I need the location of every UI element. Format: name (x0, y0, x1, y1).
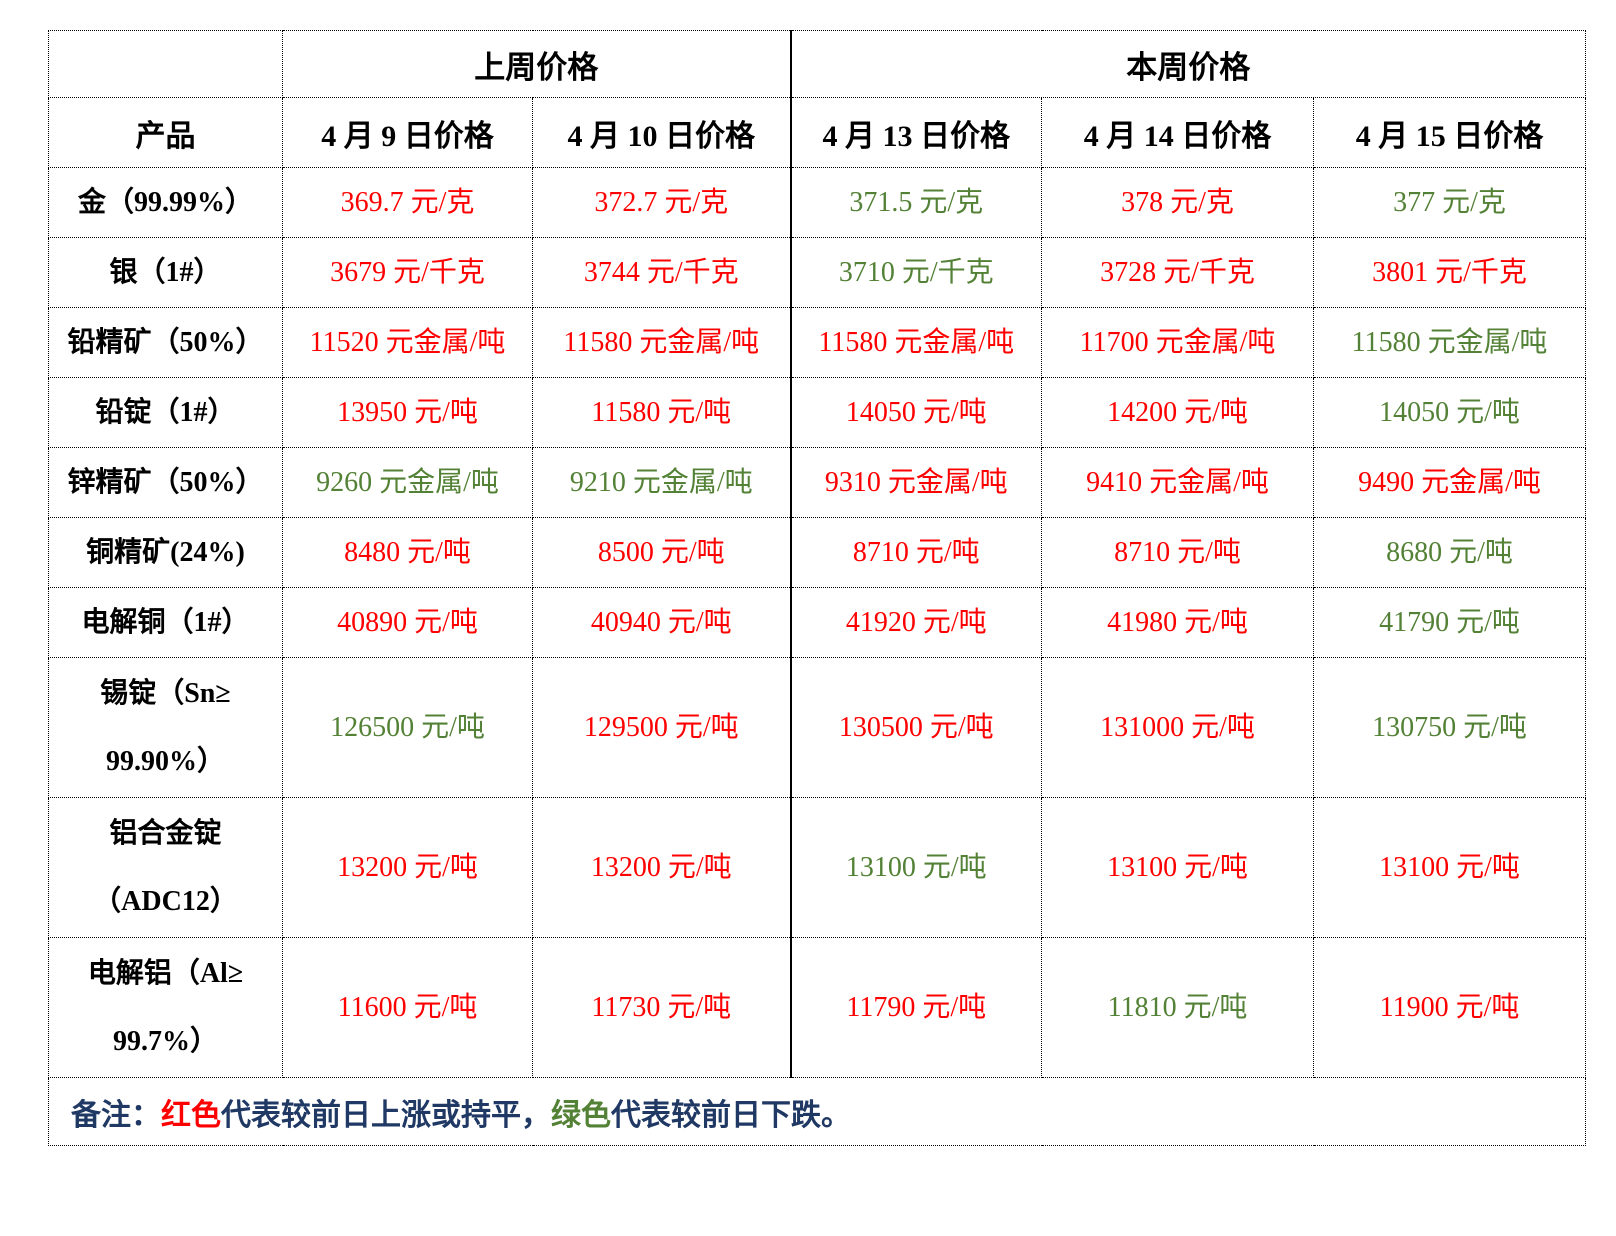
week-group-header-row: 上周价格 本周价格 (48, 30, 1587, 98)
legend-red-label: 红色 (161, 1098, 221, 1132)
table-row-copper-concentrate: 铜精矿(24%) 8480 元/吨 8500 元/吨 8710 元/吨 8710… (48, 517, 1587, 588)
price-cell: 11600 元/吨 (282, 937, 533, 1078)
price-cell: 13200 元/吨 (532, 797, 791, 938)
product-name: 铜精矿(24%) (48, 517, 283, 588)
price-cell: 131000 元/吨 (1041, 657, 1314, 798)
price-cell: 13100 元/吨 (789, 797, 1042, 938)
column-header-product: 产品 (48, 97, 283, 168)
legend-row: 备注：红色代表较前日上涨或持平，绿色代表较前日下跌。 (47, 1077, 1587, 1146)
table-row-lead-ingot: 铅锭（1#） 13950 元/吨 11580 元/吨 14050 元/吨 142… (48, 377, 1587, 448)
date-header-row: 产品 4 月 9 日价格 4 月 10 日价格 4 月 13 日价格 4 月 1… (48, 97, 1587, 168)
price-cell: 11900 元/吨 (1312, 937, 1587, 1078)
price-cell: 130500 元/吨 (789, 657, 1042, 798)
product-name: 金（99.99%） (48, 167, 283, 238)
product-name: 银（1#） (48, 237, 283, 308)
column-header-apr15: 4 月 15 日价格 (1312, 97, 1587, 168)
price-cell: 13200 元/吨 (282, 797, 533, 938)
price-cell: 3728 元/千克 (1041, 237, 1314, 308)
table-row-electrolytic-copper: 电解铜（1#） 40890 元/吨 40940 元/吨 41920 元/吨 41… (48, 587, 1587, 658)
product-name: 电解铝（Al≥ 99.7%） (48, 937, 283, 1078)
price-cell: 372.7 元/克 (532, 167, 791, 238)
price-cell: 11810 元/吨 (1041, 937, 1314, 1078)
price-cell: 126500 元/吨 (282, 657, 533, 798)
price-cell: 9490 元金属/吨 (1312, 447, 1587, 518)
price-cell: 130750 元/吨 (1312, 657, 1587, 798)
product-name: 电解铜（1#） (48, 587, 283, 658)
table-row-gold: 金（99.99%） 369.7 元/克 372.7 元/克 371.5 元/克 … (48, 167, 1587, 238)
price-cell: 129500 元/吨 (532, 657, 791, 798)
table-row-silver: 银（1#） 3679 元/千克 3744 元/千克 3710 元/千克 3728… (48, 237, 1587, 308)
legend-note: 备注：红色代表较前日上涨或持平，绿色代表较前日下跌。 (47, 1077, 1587, 1146)
price-cell: 11580 元金属/吨 (1312, 307, 1587, 378)
price-cell: 8500 元/吨 (532, 517, 791, 588)
price-cell: 9210 元金属/吨 (532, 447, 791, 518)
column-header-apr10: 4 月 10 日价格 (532, 97, 791, 168)
price-cell: 14200 元/吨 (1041, 377, 1314, 448)
price-cell: 8480 元/吨 (282, 517, 533, 588)
price-cell: 40890 元/吨 (282, 587, 533, 658)
legend-green-label: 绿色 (551, 1098, 611, 1132)
price-cell: 11580 元金属/吨 (789, 307, 1042, 378)
table-row-electrolytic-aluminum: 电解铝（Al≥ 99.7%） 11600 元/吨 11730 元/吨 11790… (48, 937, 1587, 1078)
price-cell: 9260 元金属/吨 (282, 447, 533, 518)
product-name: 锡锭（Sn≥ 99.90%） (48, 657, 283, 798)
legend-green-desc: 代表较前日下跌。 (611, 1098, 851, 1132)
price-cell: 9410 元金属/吨 (1041, 447, 1314, 518)
column-header-apr14: 4 月 14 日价格 (1041, 97, 1314, 168)
price-cell: 11700 元金属/吨 (1041, 307, 1314, 378)
price-cell: 377 元/克 (1312, 167, 1587, 238)
header-last-week: 上周价格 (282, 30, 791, 98)
price-cell: 3710 元/千克 (789, 237, 1042, 308)
price-cell: 13100 元/吨 (1041, 797, 1314, 938)
metal-price-table: 上周价格 本周价格 产品 4 月 9 日价格 4 月 10 日价格 4 月 13… (47, 30, 1587, 1146)
price-cell: 378 元/克 (1041, 167, 1314, 238)
price-cell: 13100 元/吨 (1312, 797, 1587, 938)
price-cell: 14050 元/吨 (1312, 377, 1587, 448)
price-cell: 11790 元/吨 (789, 937, 1042, 1078)
price-cell: 41790 元/吨 (1312, 587, 1587, 658)
table-row-aluminum-alloy-ingot: 铝合金锭 （ADC12） 13200 元/吨 13200 元/吨 13100 元… (48, 797, 1587, 938)
column-header-apr9: 4 月 9 日价格 (282, 97, 533, 168)
product-name: 铅锭（1#） (48, 377, 283, 448)
product-name: 铅精矿（50%） (48, 307, 283, 378)
price-cell: 13950 元/吨 (282, 377, 533, 448)
price-cell: 3744 元/千克 (532, 237, 791, 308)
price-cell: 369.7 元/克 (282, 167, 533, 238)
table-row-tin-ingot: 锡锭（Sn≥ 99.90%） 126500 元/吨 129500 元/吨 130… (48, 657, 1587, 798)
price-cell: 8710 元/吨 (789, 517, 1042, 588)
price-cell: 371.5 元/克 (789, 167, 1042, 238)
price-cell: 14050 元/吨 (789, 377, 1042, 448)
price-cell: 8710 元/吨 (1041, 517, 1314, 588)
table-row-lead-concentrate: 铅精矿（50%） 11520 元金属/吨 11580 元金属/吨 11580 元… (48, 307, 1587, 378)
product-name: 锌精矿（50%） (48, 447, 283, 518)
product-name: 铝合金锭 （ADC12） (48, 797, 283, 938)
price-cell: 41980 元/吨 (1041, 587, 1314, 658)
price-cell: 41920 元/吨 (789, 587, 1042, 658)
price-cell: 9310 元金属/吨 (789, 447, 1042, 518)
price-cell: 11580 元金属/吨 (532, 307, 791, 378)
column-header-apr13: 4 月 13 日价格 (789, 97, 1042, 168)
price-cell: 11730 元/吨 (532, 937, 791, 1078)
legend-prefix: 备注： (71, 1098, 161, 1132)
legend-red-desc: 代表较前日上涨或持平， (221, 1098, 551, 1132)
price-cell: 3801 元/千克 (1312, 237, 1587, 308)
price-cell: 11520 元金属/吨 (282, 307, 533, 378)
table-row-zinc-concentrate: 锌精矿（50%） 9260 元金属/吨 9210 元金属/吨 9310 元金属/… (48, 447, 1587, 518)
header-this-week: 本周价格 (789, 30, 1587, 98)
price-cell: 11580 元/吨 (532, 377, 791, 448)
price-cell: 3679 元/千克 (282, 237, 533, 308)
price-cell: 40940 元/吨 (532, 587, 791, 658)
corner-cell (48, 30, 283, 98)
price-cell: 8680 元/吨 (1312, 517, 1587, 588)
